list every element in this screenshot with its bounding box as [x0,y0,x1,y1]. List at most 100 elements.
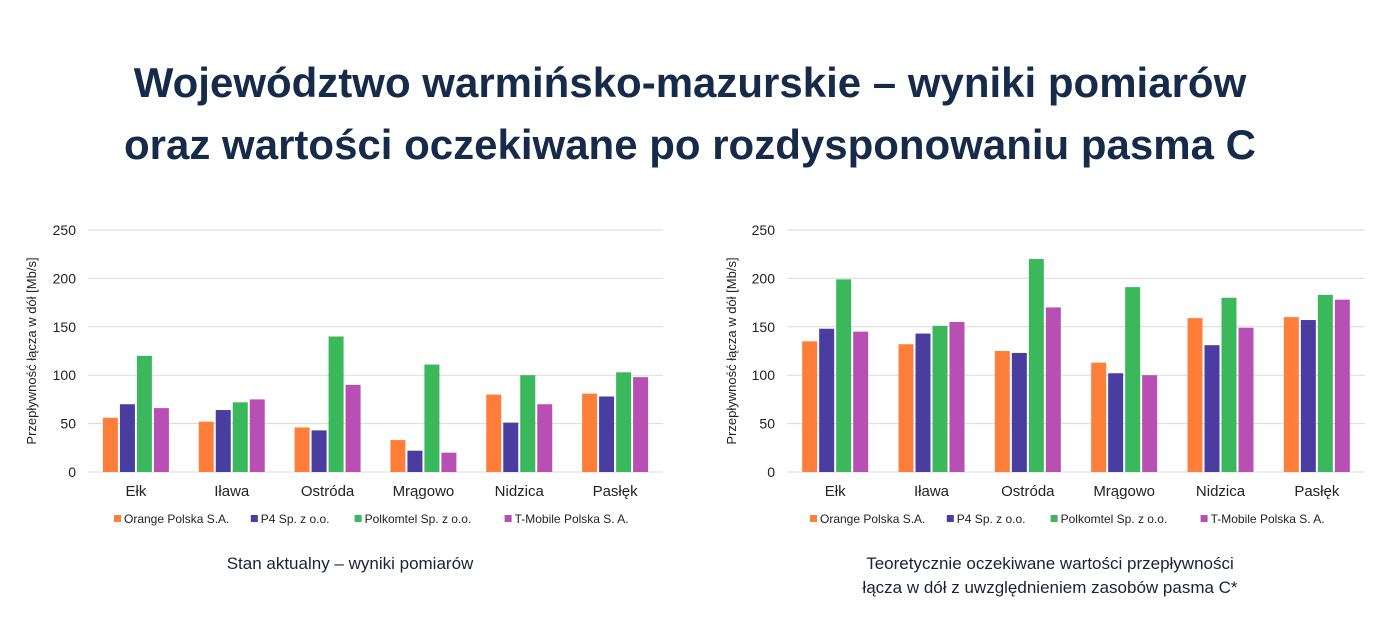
y-tick-label: 250 [53,222,77,238]
y-axis-label: Przepływność łącza w dół [Mb/s] [724,257,739,444]
bar [102,417,118,472]
chart-current-measurements: 0 50 100 150 200 250 Przepływność łącza w dół … [24,222,663,526]
bar [1300,320,1316,472]
y-tick-label: 250 [752,222,776,238]
bar [633,377,649,472]
bar [949,321,965,472]
legend-swatch [250,515,258,522]
bar [153,408,169,472]
category-label: Mrągowo [393,483,455,500]
category-label: Pasłęk [1294,483,1340,500]
bar [486,394,502,472]
legend-swatch [114,515,121,522]
legend-swatch [354,515,362,522]
page-title: Województwo warmińsko-mazurskie – wyniki… [0,52,1380,176]
y-tick-label: 200 [53,270,77,286]
category-label: Ostróda [301,483,355,500]
bar [1187,318,1203,472]
bar [994,351,1010,472]
bar [853,331,869,472]
legend-swatch [946,515,954,522]
bar [424,364,440,472]
category-label: Iława [214,483,250,500]
bar [390,440,406,472]
category-label: Nidzica [1196,483,1246,500]
bar [898,344,914,472]
category-label: Mrągowo [1093,483,1155,500]
bar [616,372,632,472]
bar [407,450,423,472]
bar [1238,327,1254,472]
bar [1108,373,1124,472]
bar [802,341,818,472]
bar [520,375,536,472]
page-title-line-2: oraz wartości oczekiwane po rozdysponowa… [124,121,1256,168]
bar [1204,345,1220,472]
caption-line: Teoretycznie oczekiwane wartości przepły… [866,554,1234,573]
bar [503,422,519,472]
legend-label: Polkomtel Sp. z o.o. [1061,512,1168,526]
bar [249,399,265,472]
category-label: Pasłęk [593,483,639,500]
caption-line: Stan aktualny – wyniki pomiarów [226,554,474,573]
bar [1221,297,1237,472]
bar [1334,299,1350,472]
y-tick-label: 0 [767,464,775,480]
bar [1125,287,1141,472]
bar [198,421,214,472]
legend-label: Polkomtel Sp. z o.o. [365,512,472,526]
bar [328,336,344,472]
y-tick-label: 100 [53,367,77,383]
bar [232,402,248,472]
bar [915,333,931,472]
y-tick-label: 200 [752,270,776,286]
y-tick-label: 100 [752,367,776,383]
bar [1011,352,1027,472]
chart-caption-current: Stan aktualny – wyniki pomiarów [150,552,550,576]
category-label: Ełk [825,483,846,500]
legend-swatch [810,515,817,522]
bar [311,430,327,472]
chart-expected-values: 0 50 100 150 200 250 Przepływność łącza w dół … [724,222,1365,526]
bar [441,452,457,472]
bar [1028,259,1044,472]
bar [1091,362,1107,472]
legend-swatch [504,515,512,522]
page-title-line-1: Województwo warmińsko-mazurskie – wyniki… [133,59,1247,106]
y-tick-label: 0 [68,464,76,480]
y-tick-label: 50 [759,416,775,432]
bar [1045,307,1061,472]
bar [819,328,835,472]
bar [582,393,598,472]
bar [1142,375,1158,472]
category-label: Ełk [125,483,146,500]
chart-caption-expected: Teoretycznie oczekiwane wartości przepły… [800,552,1300,600]
category-label: Nidzica [495,483,545,500]
category-label: Ostróda [1001,483,1055,500]
y-tick-label: 50 [60,416,76,432]
bar [537,404,553,472]
legend-label: P4 Sp. z o.o. [957,512,1026,526]
legend-swatch [1050,515,1058,522]
legend-label: T-Mobile Polska S. A. [515,512,629,526]
bar [119,404,135,472]
caption-line: łącza w dół z uwzględnieniem zasobów pas… [862,578,1238,597]
legend-label: P4 Sp. z o.o. [261,512,330,526]
legend-label: T-Mobile Polska S. A. [1211,512,1325,526]
bar [1283,317,1299,472]
bar [136,355,152,472]
bar [836,279,852,472]
y-axis-label: Przepływność łącza w dół [Mb/s] [24,257,39,444]
legend-swatch [1200,515,1208,522]
legend-label: Orange Polska S.A. [820,512,925,526]
bar [599,396,615,472]
bar [294,427,310,472]
bar [215,410,231,472]
category-label: Iława [914,483,950,500]
bar [1317,294,1333,472]
bar [932,325,948,472]
y-tick-label: 150 [53,319,77,335]
y-tick-label: 150 [752,319,776,335]
bar [345,384,361,472]
